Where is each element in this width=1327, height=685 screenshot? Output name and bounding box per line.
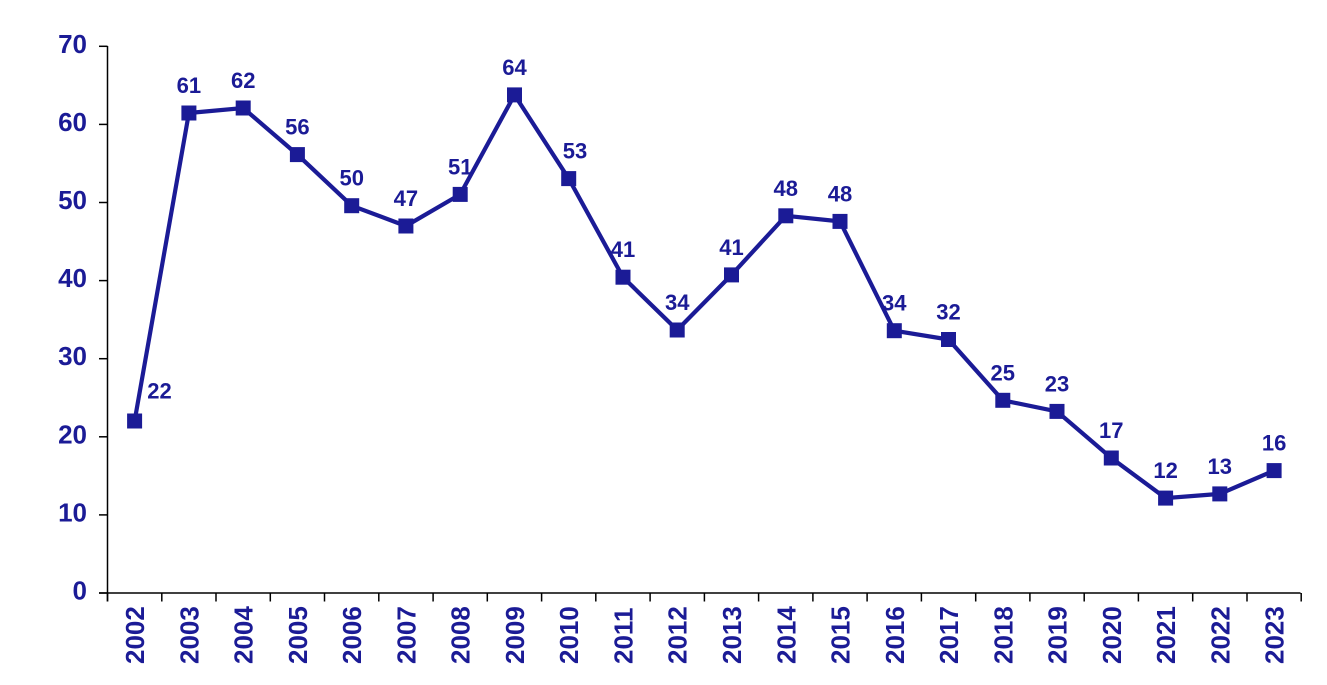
svg-text:2011: 2011: [609, 608, 639, 664]
svg-text:50: 50: [339, 166, 363, 191]
svg-text:61: 61: [177, 73, 201, 98]
svg-text:53: 53: [563, 139, 587, 164]
svg-text:10: 10: [58, 497, 87, 527]
svg-text:2019: 2019: [1043, 606, 1073, 664]
svg-text:32: 32: [936, 300, 960, 325]
svg-text:60: 60: [58, 107, 87, 137]
svg-text:22: 22: [147, 379, 171, 404]
svg-text:48: 48: [774, 176, 798, 201]
svg-text:2022: 2022: [1205, 606, 1235, 664]
svg-text:2010: 2010: [554, 606, 584, 664]
svg-text:2017: 2017: [934, 606, 964, 664]
svg-text:2018: 2018: [988, 606, 1018, 664]
svg-text:0: 0: [73, 576, 87, 606]
svg-text:40: 40: [58, 263, 87, 293]
svg-text:23: 23: [1045, 371, 1069, 396]
svg-text:17: 17: [1099, 418, 1123, 443]
svg-text:70: 70: [58, 29, 87, 59]
svg-text:2023: 2023: [1260, 606, 1290, 664]
svg-text:2020: 2020: [1097, 606, 1127, 664]
svg-text:2014: 2014: [771, 606, 801, 664]
svg-text:2003: 2003: [174, 606, 204, 664]
svg-text:16: 16: [1262, 431, 1286, 456]
svg-text:2012: 2012: [663, 606, 693, 664]
svg-text:13: 13: [1208, 454, 1232, 479]
svg-text:2015: 2015: [826, 606, 856, 664]
svg-text:50: 50: [58, 185, 87, 215]
svg-text:2021: 2021: [1151, 606, 1181, 664]
svg-text:34: 34: [882, 291, 907, 316]
svg-text:62: 62: [231, 68, 255, 93]
svg-text:41: 41: [611, 237, 635, 262]
svg-text:30: 30: [58, 341, 87, 371]
svg-text:2005: 2005: [283, 606, 313, 664]
svg-text:12: 12: [1153, 458, 1177, 483]
svg-text:41: 41: [719, 235, 743, 260]
svg-text:2009: 2009: [500, 606, 530, 664]
svg-text:2006: 2006: [337, 606, 367, 664]
svg-text:2016: 2016: [880, 606, 910, 664]
svg-text:2008: 2008: [446, 606, 476, 664]
svg-text:51: 51: [448, 154, 472, 179]
svg-text:2007: 2007: [391, 606, 421, 664]
svg-text:2004: 2004: [229, 606, 259, 664]
svg-text:48: 48: [828, 181, 852, 206]
svg-text:2002: 2002: [120, 606, 150, 664]
svg-text:56: 56: [285, 115, 309, 140]
svg-text:47: 47: [394, 186, 418, 211]
svg-text:25: 25: [991, 360, 1015, 385]
svg-text:20: 20: [58, 419, 87, 449]
svg-text:34: 34: [665, 290, 690, 315]
svg-text:64: 64: [502, 55, 527, 80]
svg-text:2013: 2013: [717, 606, 747, 664]
